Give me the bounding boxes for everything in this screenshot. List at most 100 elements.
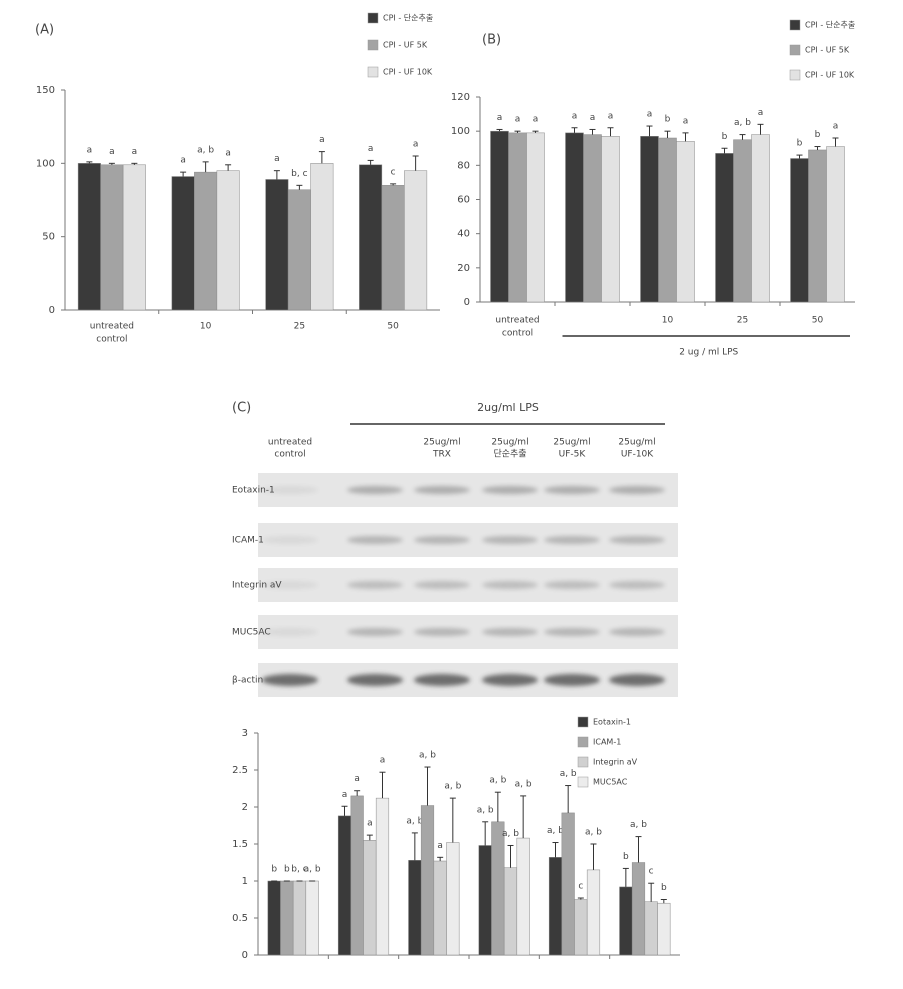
legend-label: CPI - UF 10K — [383, 68, 433, 77]
blot-band — [414, 581, 470, 589]
bar — [790, 158, 809, 303]
lane-label: UF-5K — [559, 450, 587, 460]
y-tick-label: 80 — [457, 160, 470, 171]
bar — [171, 176, 195, 311]
legend-label: Eotaxin-1 — [593, 718, 631, 727]
significance-letter: b, c — [291, 865, 307, 875]
bar — [644, 901, 658, 956]
blot-band — [609, 536, 665, 544]
legend-label: ICAM-1 — [593, 738, 621, 747]
legend-swatch — [367, 12, 379, 24]
bar — [574, 899, 588, 956]
bar — [601, 136, 620, 303]
x-tick-label: 25 — [737, 316, 748, 326]
significance-letter: a — [319, 135, 325, 145]
bar — [216, 170, 240, 311]
lane-label: 단순추출 — [493, 449, 526, 460]
blot-band — [262, 581, 318, 589]
bar — [350, 795, 364, 956]
significance-letter: a — [683, 116, 689, 126]
legend-label: CPI - 단순추출 — [805, 20, 855, 30]
blot-band — [544, 628, 600, 636]
significance-letter: a — [109, 147, 115, 157]
bar — [491, 821, 505, 956]
x-tick-label: untreated — [90, 322, 134, 332]
bar — [363, 840, 377, 956]
x-tick-label: untreated — [495, 316, 539, 326]
bar — [478, 845, 492, 956]
bar — [194, 171, 218, 311]
significance-letter: a, b — [585, 828, 602, 838]
blot-band — [544, 536, 600, 544]
bar — [676, 141, 695, 303]
legend-swatch — [789, 19, 801, 31]
significance-letter: a, b — [444, 782, 461, 792]
blot-band — [262, 536, 318, 544]
significance-letter: b — [284, 865, 290, 875]
significance-letter: c — [649, 867, 654, 877]
bar — [337, 815, 352, 956]
bar — [77, 163, 101, 311]
significance-letter: a — [590, 113, 596, 123]
bar — [733, 139, 752, 303]
significance-letter: c — [578, 882, 583, 892]
lane-label: TRX — [432, 450, 451, 460]
y-tick-label: 120 — [451, 92, 470, 103]
significance-letter: a, b — [630, 820, 647, 830]
legend-swatch — [577, 756, 589, 768]
y-tick-label: 0 — [242, 950, 248, 961]
y-tick-label: 150 — [36, 85, 55, 96]
blot-band — [609, 674, 665, 686]
lane-label: 25ug/ml — [553, 438, 590, 448]
significance-letter: b — [623, 852, 629, 862]
significance-letter: a — [342, 790, 348, 800]
lane-label: UF-10K — [621, 450, 654, 460]
legend-swatch — [789, 44, 801, 56]
x-tick-label: 10 — [662, 316, 674, 326]
x-tick-label: control — [96, 335, 127, 345]
legend-swatch — [577, 716, 589, 728]
significance-letter: a — [380, 756, 386, 766]
significance-letter: a, b — [419, 751, 436, 761]
blot-band — [414, 628, 470, 636]
significance-letter: a, b — [560, 769, 577, 779]
blot-band — [544, 486, 600, 494]
blot-band — [347, 581, 403, 589]
y-tick-label: 2 — [242, 802, 248, 813]
panel-label: (A) — [35, 23, 54, 38]
x-tick-label: 10 — [200, 322, 212, 332]
significance-letter: a — [368, 144, 374, 154]
legend-swatch — [367, 39, 379, 51]
y-tick-label: 0 — [49, 305, 55, 316]
blot-band — [544, 581, 600, 589]
bar — [265, 179, 289, 311]
y-tick-label: 60 — [457, 195, 470, 206]
bar — [516, 837, 530, 956]
bar — [381, 185, 405, 311]
blot-band — [609, 581, 665, 589]
significance-letter: a — [515, 115, 521, 125]
significance-letter: b, c — [291, 169, 307, 179]
significance-letter: a — [572, 111, 578, 121]
significance-letter: b — [722, 132, 728, 142]
significance-letter: a, b — [197, 145, 214, 155]
bar — [657, 902, 671, 956]
significance-letter: a — [180, 156, 186, 166]
significance-letter: a — [225, 148, 231, 158]
bar — [122, 164, 146, 311]
legend-label: CPI - UF 5K — [805, 46, 850, 55]
bar — [408, 860, 422, 956]
y-tick-label: 0 — [464, 297, 470, 308]
panel-label: (B) — [482, 33, 501, 48]
y-tick-label: 20 — [457, 263, 470, 274]
bar — [404, 170, 428, 311]
x-tick-label: 50 — [387, 322, 399, 332]
row-label: ICAM-1 — [232, 536, 264, 546]
significance-letter: a — [274, 154, 280, 164]
blot-band — [414, 486, 470, 494]
bar — [631, 862, 646, 956]
panel-label: (C) — [232, 401, 251, 416]
significance-letter: a — [608, 111, 614, 121]
significance-letter: c — [391, 167, 396, 177]
